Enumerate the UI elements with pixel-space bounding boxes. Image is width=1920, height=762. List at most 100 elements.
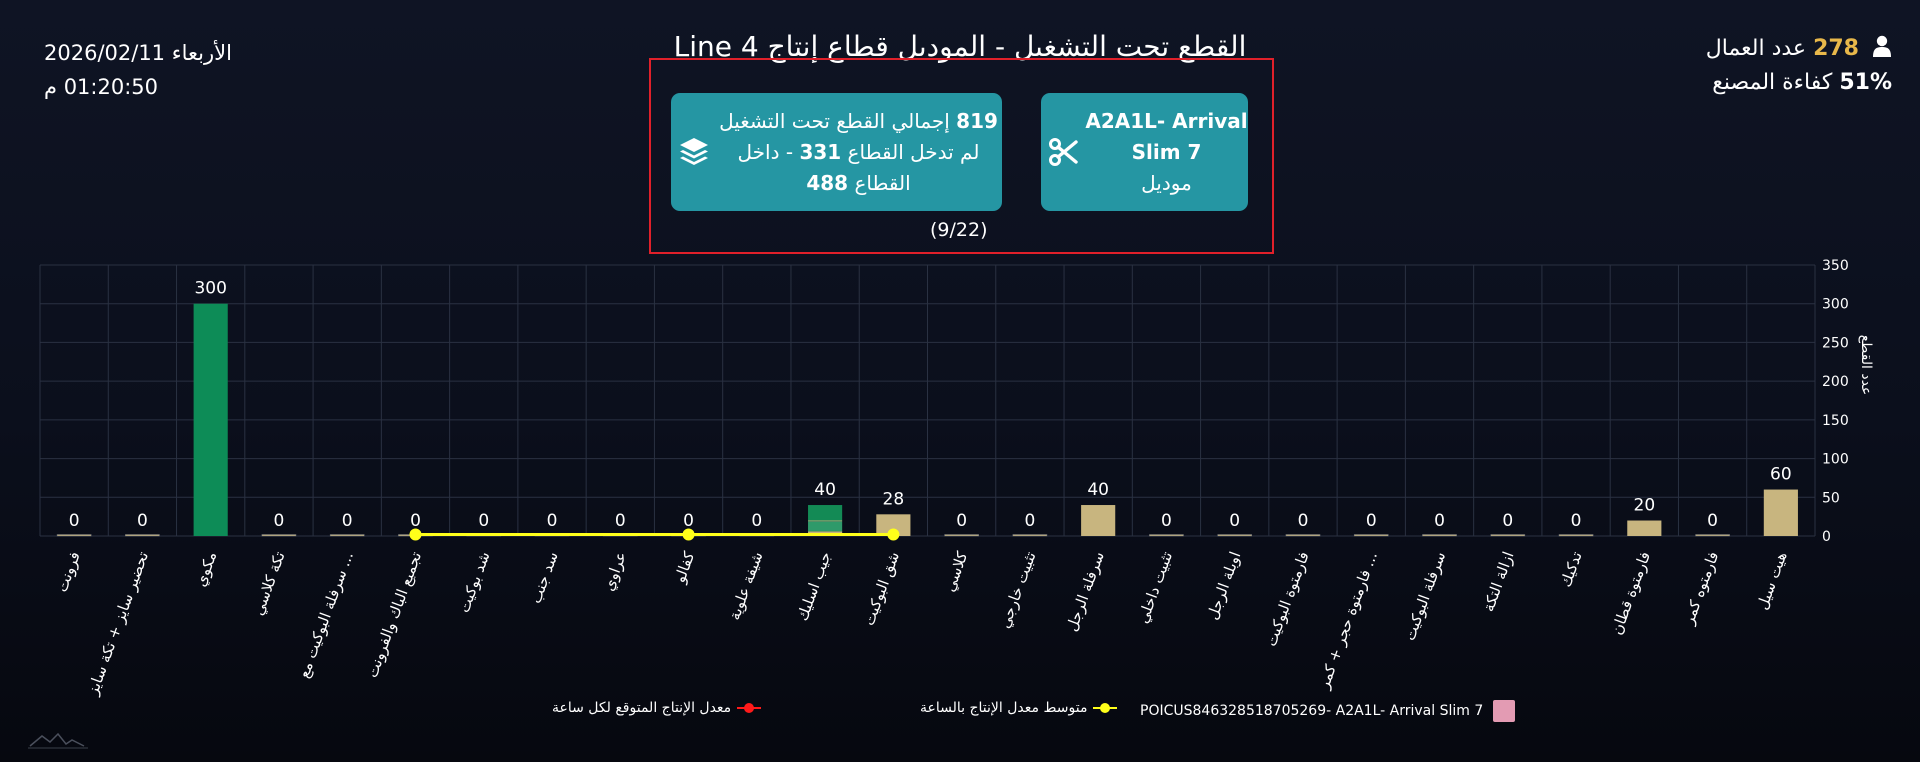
pieces-card[interactable]: 819 إجمالي القطع تحت التشغيل لم تدخل الق…: [671, 93, 1002, 211]
value-labels: 0 0 300 0 0 0 0 0 0 0 0 40 28 0 0 40 0 0 0 0 0 0 0 20 0 60: [69, 279, 1792, 531]
data-label: 0: [615, 511, 626, 531]
not-entered-value: 331: [799, 139, 842, 164]
legend-expected-swatch: [737, 703, 762, 713]
x-tick-label: اوبلة الرجل: [1203, 549, 1244, 622]
y-tick-label: 100: [1822, 452, 1849, 468]
bar-segment: [808, 520, 843, 522]
model-name-line2: Slim 7: [1131, 139, 1202, 164]
layers-icon: [680, 138, 708, 165]
x-axis-labels: فرونت تحضير سايز + تكة سايز مكوي تكة كلاسي س…: [53, 548, 1791, 698]
data-label: 0: [1298, 511, 1309, 531]
legend-item-expected[interactable]: معدل الإنتاج المتوقع لكل ساعة: [552, 700, 762, 716]
efficiency-row: 51% كفاءة المصنع: [1706, 66, 1892, 100]
x-tick-label: ازالة التكة: [1479, 549, 1517, 614]
x-tick-label: شيفة علوية: [725, 549, 766, 622]
model-label: موديل: [1141, 170, 1192, 195]
bar: [1217, 534, 1253, 537]
y-tick-label: 50: [1822, 490, 1840, 506]
x-tick-label: سرفلة الرجل: [1062, 549, 1107, 634]
data-label: 0: [1707, 511, 1718, 531]
bar: [125, 534, 160, 537]
data-label: 0: [1024, 511, 1035, 531]
y-tick-label: 200: [1822, 374, 1849, 390]
data-label: 0: [1571, 511, 1582, 531]
y-tick-label: 0: [1822, 529, 1831, 545]
model-card[interactable]: A2A1L- Arrival Slim 7 موديل: [1041, 93, 1248, 211]
date-text: الأربعاء 2026/02/11: [44, 41, 232, 65]
data-label: 60: [1770, 465, 1792, 485]
x-tick-label: جيب اسليك: [793, 549, 835, 623]
legend-average-label: متوسط معدل الإنتاج بالساعة: [920, 700, 1088, 716]
time-text: 01:20:50 م: [44, 75, 159, 99]
y-axis-labels: 0 50 100 150 200 250 300 350: [1822, 258, 1849, 545]
x-tick-label: سد جنب: [526, 549, 561, 606]
factory-stats: 278 عدد العمال 51% كفاءة المصنع: [1706, 32, 1892, 100]
model-card-text: A2A1L- Arrival Slim 7 موديل: [1085, 106, 1248, 199]
data-label: 0: [342, 511, 353, 531]
model-counter: (9/22): [930, 219, 988, 241]
bar: [1012, 534, 1048, 537]
logo-icon: [28, 732, 88, 749]
average-line: [409, 528, 900, 541]
workers-label: عدد العمال: [1705, 36, 1807, 61]
legend-dot: [744, 703, 755, 713]
user-icon: [1873, 35, 1891, 57]
data-label: 0: [137, 511, 148, 531]
x-tick-label: تجميع الباك والفرونت: [363, 549, 425, 680]
legend-average-swatch: [1093, 703, 1118, 713]
x-tick-label: فارمتوة حجر + كمر ...: [1314, 549, 1381, 692]
bar: [1558, 534, 1594, 537]
data-label: 0: [683, 511, 694, 531]
bar: [261, 534, 297, 537]
data-label: 0: [69, 511, 80, 531]
x-tick-label: شد بوكيت: [455, 549, 494, 615]
x-tick-label: كلاسي: [940, 548, 972, 594]
data-label: 0: [547, 511, 558, 531]
y-tick-label: 300: [1822, 297, 1849, 313]
bar: [1763, 489, 1798, 536]
bar: [56, 534, 92, 537]
bar: [1627, 520, 1662, 536]
legend-item-series[interactable]: POICUS846328518705269- A2A1L- Arrival Sl…: [1140, 700, 1516, 722]
legend-series-label: POICUS846328518705269- A2A1L- Arrival Sl…: [1140, 703, 1484, 719]
datetime: الأربعاء 2026/02/11 01:20:50 م: [44, 36, 232, 104]
legend-series-swatch: [1493, 700, 1516, 722]
data-label: 0: [751, 511, 762, 531]
bar: [329, 534, 365, 537]
efficiency-value: 51%: [1839, 70, 1892, 95]
not-entered-label: لم تدخل القطاع: [847, 139, 980, 164]
scissors-icon: [1049, 138, 1078, 166]
inside-value: 488: [806, 170, 849, 195]
data-label: 20: [1634, 496, 1656, 516]
x-tick-label: فارمتوة قطان: [1607, 549, 1654, 637]
bar: [944, 534, 979, 537]
bar-segment: [808, 521, 843, 532]
data-label: 40: [814, 480, 836, 500]
x-tick-label: تدكيك: [1556, 549, 1585, 589]
x-tick-label: سرفلة البوكيت مع ...: [295, 549, 357, 680]
workers-row: 278 عدد العمال: [1706, 32, 1892, 66]
average-point: [887, 528, 900, 541]
x-tick-label: فارمتوة البوكيت: [1262, 549, 1313, 649]
total-pieces-value: 819: [956, 108, 998, 133]
inside-label: - داخل القطاع: [737, 139, 911, 195]
y-tick-label: 150: [1822, 413, 1849, 429]
legend-item-average[interactable]: متوسط معدل الإنتاج بالساعة: [920, 700, 1118, 716]
efficiency-label: كفاءة المصنع: [1712, 70, 1833, 95]
legend-expected-label: معدل الإنتاج المتوقع لكل ساعة: [552, 700, 732, 716]
data-label: 0: [1434, 511, 1445, 531]
y-tick-label: 350: [1822, 258, 1849, 274]
x-tick-label: كفالو: [670, 548, 698, 586]
y-tick-label: 250: [1822, 335, 1849, 351]
x-tick-label: تحضير سايز + تكة سايز: [83, 549, 152, 698]
x-tick-label: هيت سيل: [1753, 549, 1791, 612]
bar: [193, 303, 228, 536]
legend-dot: [1100, 703, 1111, 713]
bar: [1285, 534, 1321, 537]
average-point: [682, 528, 695, 541]
x-tick-label: تثبيت داخلي: [1134, 549, 1177, 626]
x-tick-label: فارمتوه كمر: [1679, 549, 1722, 628]
data-label: 28: [883, 489, 905, 509]
data-label: 0: [1161, 511, 1172, 531]
